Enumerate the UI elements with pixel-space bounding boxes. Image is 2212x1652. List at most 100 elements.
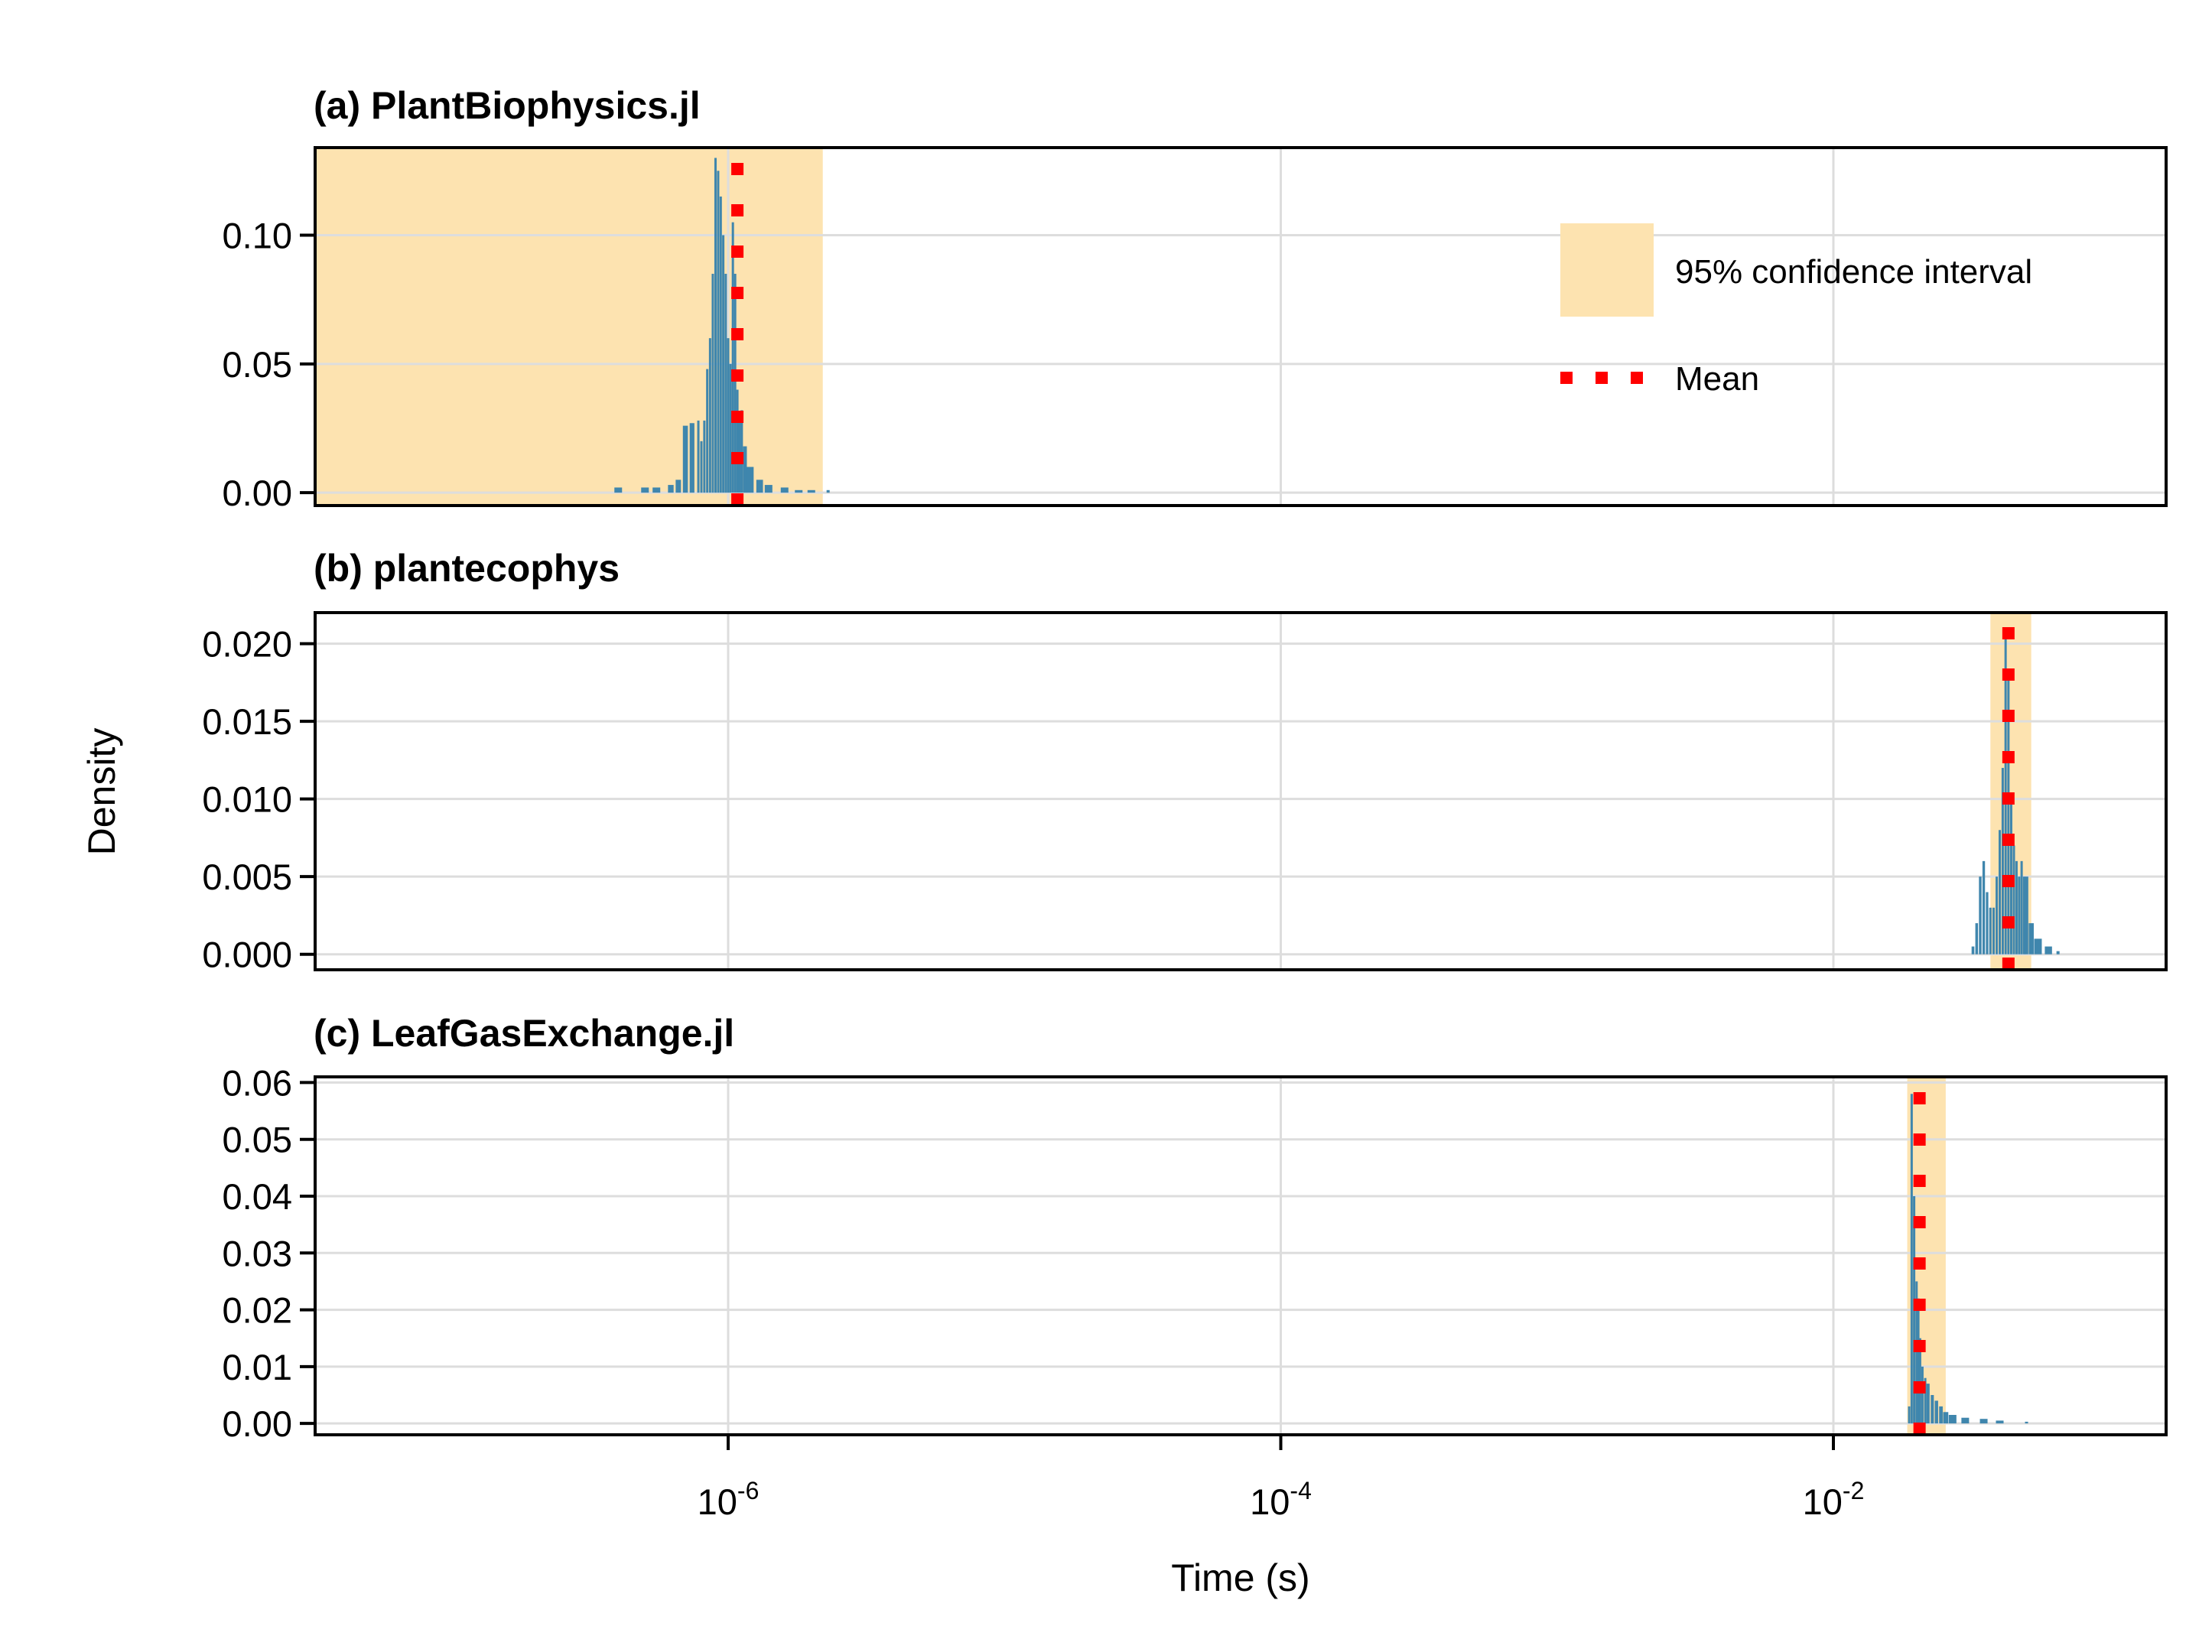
histogram-bar	[756, 480, 763, 493]
histogram-bar	[675, 480, 681, 493]
histogram-bar	[1917, 1298, 1920, 1424]
histogram-bar	[1943, 1412, 1949, 1424]
histogram-bar	[2020, 860, 2023, 954]
histogram-bar	[1934, 1400, 1938, 1424]
histogram-bar	[731, 222, 734, 493]
histogram-bar	[614, 487, 623, 493]
y-tick-label: 0.05	[223, 1120, 292, 1160]
y-tick-label: 0.01	[223, 1347, 292, 1387]
panel-a-title: (a) PlantBiophysics.jl	[314, 84, 701, 127]
histogram-bar	[722, 235, 725, 493]
panel-b: (b) plantecophys 0.0000.0050.0100.0150.0…	[202, 547, 2168, 975]
histogram-bar	[706, 369, 709, 493]
panel-b-plot-area: 0.000 0.005 0.010 0.015 0.020	[202, 611, 2168, 975]
histogram-bar	[1999, 830, 2002, 954]
histogram-bar	[1931, 1395, 1934, 1424]
histogram-bar	[711, 273, 714, 493]
legend-ci-swatch	[1560, 223, 1654, 317]
legend: 95% confidence interval Mean	[1560, 223, 2032, 398]
histogram-bar	[682, 425, 688, 493]
histogram-bar	[1948, 1415, 1957, 1424]
histogram-bar	[734, 273, 737, 493]
histogram-bar	[689, 423, 695, 493]
histogram-bar	[1979, 1419, 1988, 1424]
y-tick-label: 0.00	[223, 1403, 292, 1444]
histogram-bar	[1924, 1377, 1927, 1424]
plot-content	[315, 613, 2166, 970]
histogram-bar	[2025, 1421, 2028, 1424]
histogram-bar	[1921, 1366, 1924, 1424]
histogram-bar	[1986, 892, 1989, 954]
histogram-bar	[697, 420, 700, 493]
histogram-bar	[729, 363, 732, 493]
y-tick-label: 0.04	[223, 1176, 292, 1217]
x-axis-label: Time (s)	[1171, 1556, 1309, 1599]
histogram-bar	[700, 441, 703, 493]
y-tick-label: 0.020	[202, 624, 292, 665]
histogram-bar	[2044, 946, 2052, 954]
histogram-bar	[641, 487, 649, 493]
ci-band	[1907, 1077, 1946, 1435]
legend-mean-label: Mean	[1675, 360, 1759, 398]
histogram-bar	[2056, 951, 2060, 954]
histogram-bar	[1926, 1384, 1930, 1424]
histogram-bar	[2028, 923, 2034, 954]
histogram-bar	[2001, 768, 2004, 954]
plot-content	[315, 148, 2166, 506]
histogram-bar	[2022, 876, 2025, 954]
y-tick-label: 0.10	[223, 215, 292, 255]
panel-a-plot-area: 0.00 0.05 0.10	[223, 146, 2168, 513]
histogram-bar	[2012, 845, 2015, 954]
y-tick-label: 0.00	[223, 473, 292, 513]
histogram-bar	[740, 410, 743, 493]
x-tick-label: 10-4	[1250, 1477, 1312, 1522]
histogram-bar	[807, 489, 815, 493]
panel-c: (c) LeafGasExchange.jl 0.000.010.020.030…	[223, 1012, 2168, 1444]
panel-b-title: (b) plantecophys	[314, 547, 620, 590]
histogram-bar	[2004, 628, 2007, 954]
histogram-bar	[719, 196, 722, 493]
y-tick-label: 0.05	[223, 344, 292, 385]
histogram-bar	[746, 467, 754, 493]
x-tick-label: 10-2	[1803, 1477, 1865, 1522]
histogram-bar	[1982, 860, 1986, 954]
histogram-bar	[714, 158, 717, 493]
histogram-bar	[1915, 1281, 1918, 1424]
histogram-bar	[780, 487, 789, 493]
histogram-bar	[2018, 876, 2021, 954]
histogram-bar	[2034, 938, 2042, 954]
histogram-bar	[1975, 923, 1979, 954]
histogram-bar	[717, 171, 720, 493]
histogram-bar	[1979, 876, 1982, 954]
histogram-bar	[1918, 1338, 1921, 1424]
histogram-bar	[826, 489, 830, 493]
histogram-bar	[1939, 1406, 1943, 1424]
panel-a: (a) PlantBiophysics.jl 0.00 0.05 0.10 95% …	[223, 84, 2168, 513]
histogram-bar	[1910, 1094, 1913, 1424]
histogram-bar	[1996, 876, 1999, 954]
histogram-bar	[764, 485, 773, 493]
histogram-bar	[1989, 907, 1992, 954]
y-tick-label: 0.06	[223, 1062, 292, 1103]
histogram-bar	[795, 489, 803, 493]
histogram-bar	[1961, 1417, 1970, 1424]
plot-content	[315, 1077, 2166, 1435]
y-tick-label: 0.03	[223, 1233, 292, 1273]
y-tick-label: 0.005	[202, 857, 292, 897]
histogram-bar	[2015, 860, 2018, 954]
histogram-bar	[703, 420, 706, 493]
y-tick-label: 0.000	[202, 935, 292, 975]
histogram-bar	[652, 487, 661, 493]
histogram-bar	[724, 273, 727, 493]
y-tick-label: 0.015	[202, 701, 292, 742]
axes-frame	[314, 1075, 2168, 1436]
histogram-bar	[736, 389, 739, 493]
y-axis-label: Density	[80, 728, 123, 856]
x-tick-label: 10-6	[698, 1477, 760, 1522]
panel-c-plot-area: 0.00 0.01 0.02 0.03 0.04 0.05 0.06	[223, 1062, 2168, 1444]
y-tick-label: 0.010	[202, 779, 292, 820]
histogram-bar	[668, 485, 674, 493]
histogram-bar	[708, 338, 711, 493]
legend-ci-label: 95% confidence interval	[1675, 253, 2032, 291]
